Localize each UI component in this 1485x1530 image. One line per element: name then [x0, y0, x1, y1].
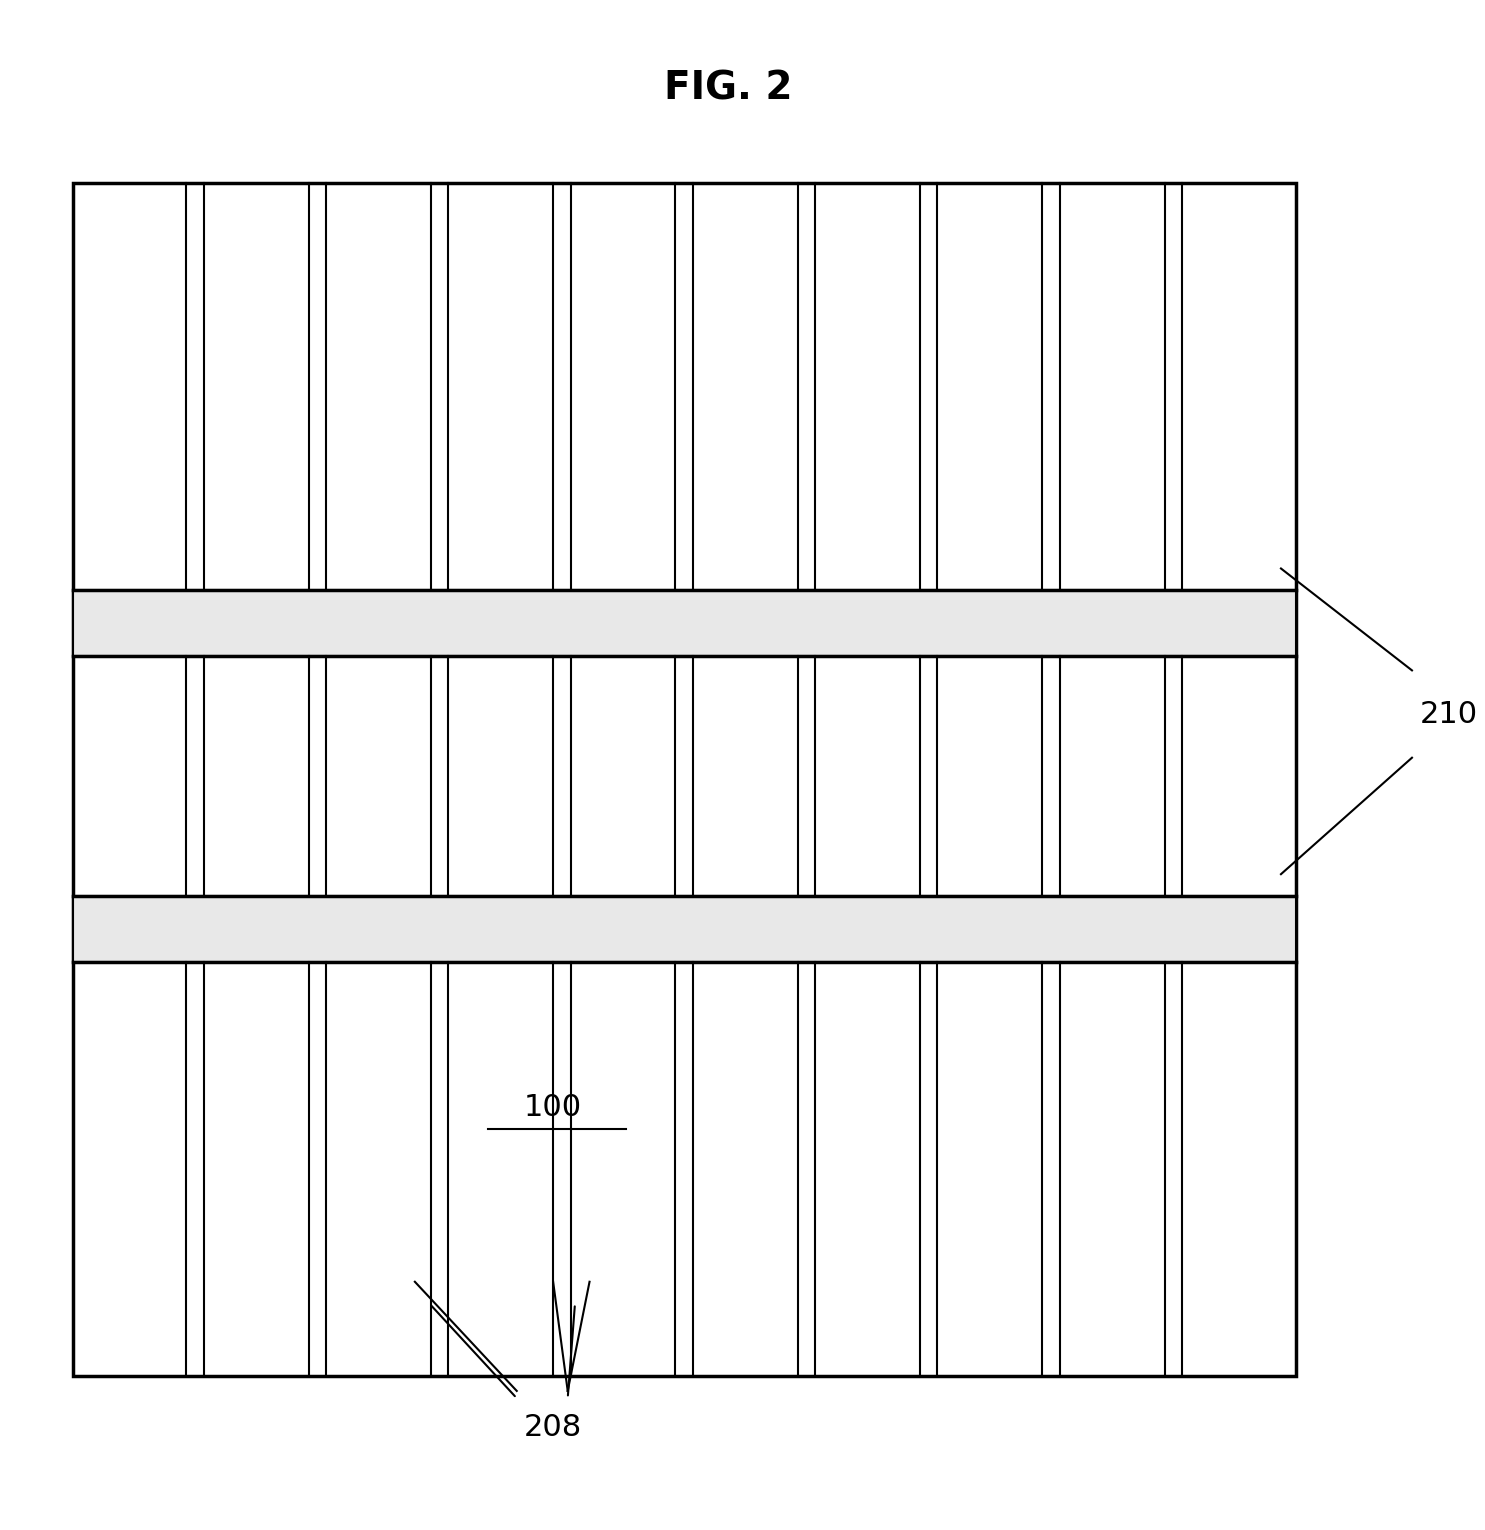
- Text: 210: 210: [1420, 699, 1478, 728]
- Bar: [73, 897, 1295, 961]
- Bar: [73, 182, 1295, 1377]
- Text: 208: 208: [524, 1412, 582, 1441]
- Text: FIG. 2: FIG. 2: [664, 69, 792, 107]
- Text: 100: 100: [524, 1092, 582, 1121]
- Bar: [73, 591, 1295, 656]
